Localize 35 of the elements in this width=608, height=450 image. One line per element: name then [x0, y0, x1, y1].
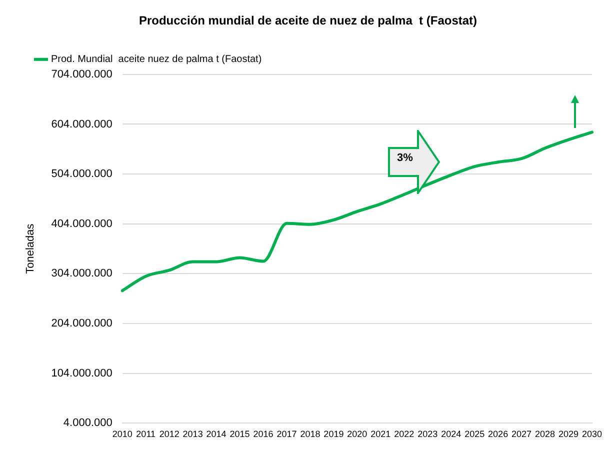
- y-tick-label: 4.000.000: [63, 417, 112, 430]
- x-tick-label: 2020: [347, 429, 368, 440]
- x-tick-label: 2010: [112, 429, 132, 440]
- y-tick-label: 404.000.000: [51, 218, 112, 230]
- x-tick-label: 2021: [370, 429, 391, 440]
- x-tick-label: 2030: [582, 429, 602, 440]
- legend-label: Prod. Mundial aceite nuez de palma t (Faostat): [51, 54, 262, 66]
- x-tick-label: 2011: [136, 429, 156, 440]
- x-tick-label: 2026: [488, 429, 508, 440]
- x-tick-label: 2018: [300, 429, 320, 440]
- y-tick-label: 504.000.000: [51, 168, 112, 180]
- y-tick-label: 304.000.000: [51, 268, 112, 280]
- line-series: [120, 130, 594, 292]
- x-tick-label: 2029: [558, 429, 579, 440]
- x-tick-label: 2025: [464, 429, 485, 440]
- x-tick-label: 2024: [441, 429, 462, 440]
- x-tick-label: 2022: [394, 429, 414, 440]
- y-tick-label: 104.000.000: [51, 367, 112, 380]
- x-tick-label: 2028: [535, 429, 556, 440]
- x-tick-label: 2019: [324, 429, 344, 440]
- x-tick-label: 2016: [253, 429, 274, 440]
- x-tick-label: 2015: [230, 429, 250, 440]
- chart-title: Producción mundial de aceite de nuez de palma t (Faostat): [138, 14, 478, 28]
- x-tick-label: 2013: [182, 429, 203, 440]
- x-tick-label: 2012: [159, 429, 180, 440]
- x-tick-label: 2017: [276, 429, 297, 440]
- x-tick-label: 2023: [418, 429, 438, 440]
- y-tick-label: 204.000.000: [51, 318, 112, 330]
- y-tick-label: 604.000.000: [51, 118, 112, 130]
- x-tick-label: 2027: [512, 429, 532, 440]
- x-tick-label: 2014: [206, 429, 226, 440]
- y-tick-label: 704.000.000: [51, 68, 112, 80]
- y-axis-title: Toneladas: [24, 223, 37, 274]
- annotation: 3%: [396, 152, 414, 164]
- arrow-icon: 3%: [388, 130, 440, 194]
